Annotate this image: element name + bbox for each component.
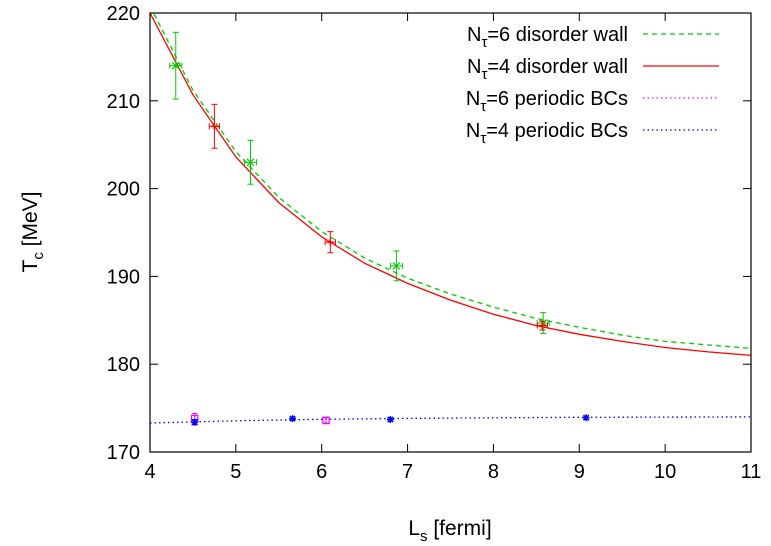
data-point — [323, 417, 329, 423]
fit-curves — [150, 6, 751, 423]
x-axis-title: Ls [fermi] — [408, 517, 491, 545]
data-point — [387, 416, 394, 423]
legend-label: Nτ=4 periodic BCs — [466, 120, 628, 147]
axes: 4 5 6 7 8 9 10 11 170 180 190 200 210 220 — [107, 3, 762, 483]
y-axis-title: Tc [MeV] — [19, 191, 47, 272]
y-tick-label: 190 — [107, 266, 140, 288]
x-tick-label: 10 — [654, 461, 676, 483]
data-point — [325, 232, 335, 253]
x-tick-label: 4 — [144, 461, 155, 483]
x-tick-label: 8 — [488, 461, 499, 483]
series-line — [150, 13, 751, 355]
y-tick-label: 210 — [107, 91, 140, 113]
x-tick-label: 6 — [316, 461, 327, 483]
data-point — [289, 415, 296, 422]
y-tick-label: 200 — [107, 179, 140, 201]
y-tick-label: 170 — [107, 442, 140, 464]
x-tick-label: 9 — [574, 461, 585, 483]
y-tick-label: 220 — [107, 3, 140, 25]
data-point — [583, 414, 590, 421]
x-tick-label: 11 — [741, 461, 762, 483]
y-tick-label: 180 — [107, 354, 140, 376]
series-line — [150, 6, 751, 348]
legend-label: Nτ=6 periodic BCs — [466, 88, 628, 115]
data-point — [191, 419, 198, 426]
legend-label: Nτ=4 disorder wall — [467, 56, 628, 83]
x-tick-label: 5 — [230, 461, 241, 483]
data-point — [170, 32, 182, 99]
plot-frame — [150, 13, 751, 452]
legend-label: Nτ=6 disorder wall — [467, 24, 628, 51]
data-point — [209, 104, 219, 148]
legend: Nτ=6 disorder wall Nτ=4 disorder wall Nτ=6… — [466, 24, 719, 147]
series-line — [150, 417, 751, 423]
x-tick-label: 7 — [402, 461, 413, 483]
